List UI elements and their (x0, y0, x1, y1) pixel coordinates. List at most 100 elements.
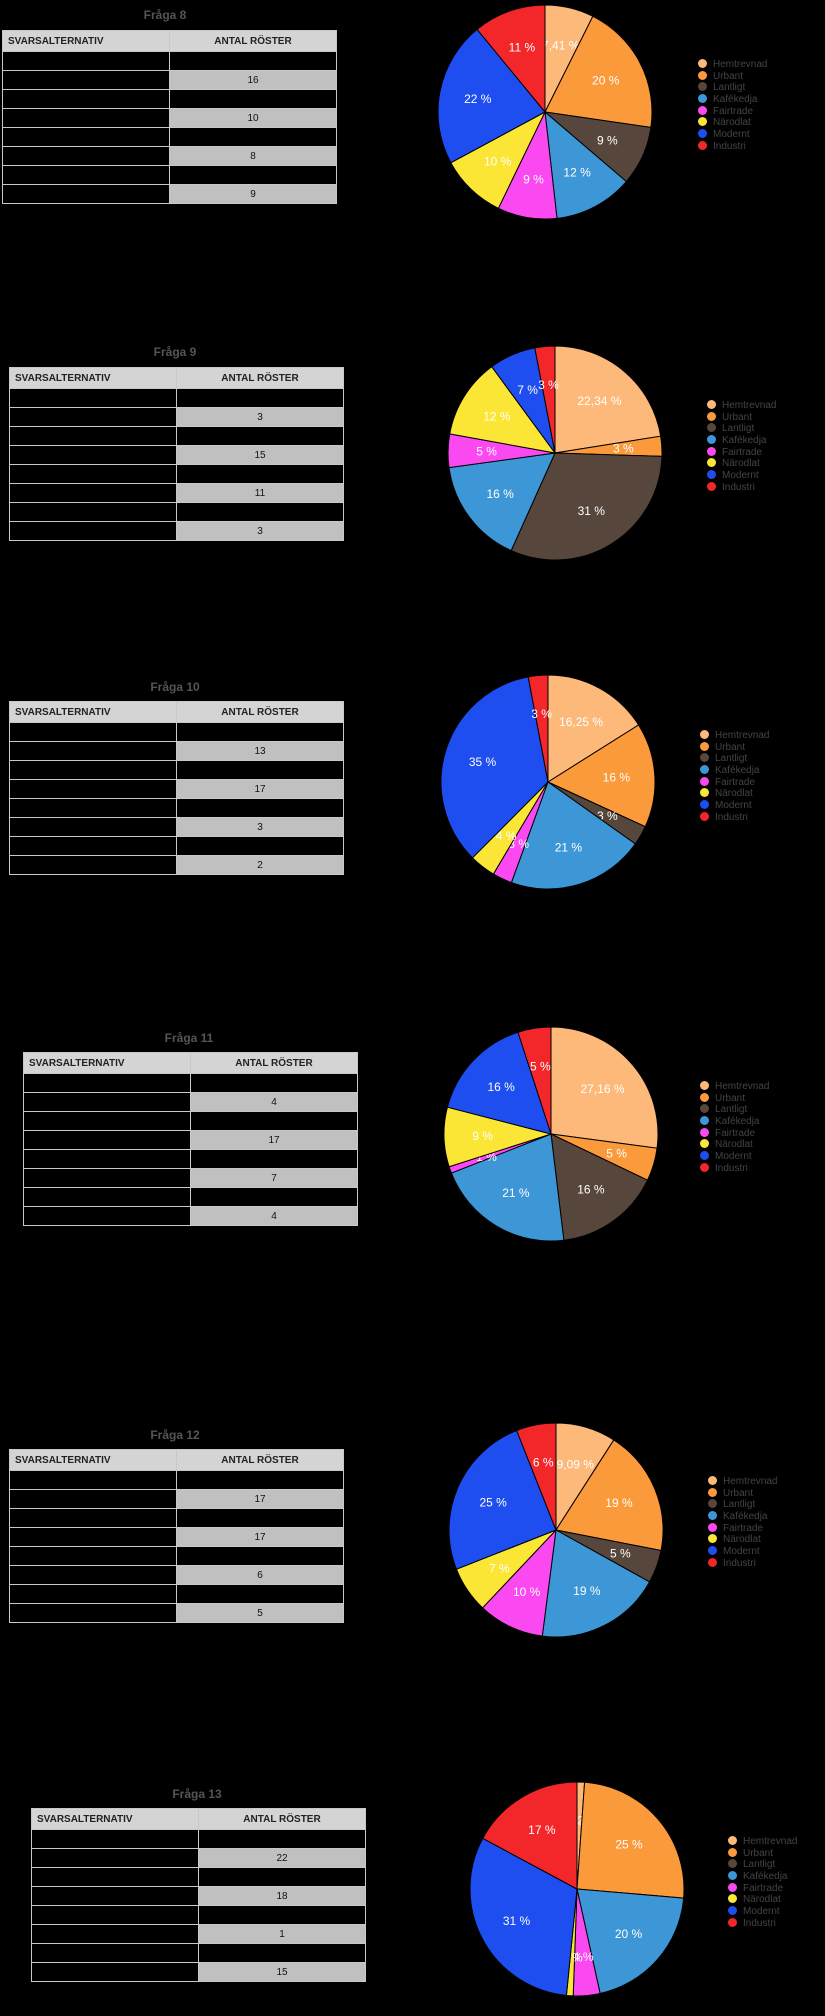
legend-swatch-icon (698, 70, 707, 80)
vote-count-cell: 17 (176, 1527, 344, 1547)
legend-label: Urbant (715, 741, 746, 753)
legend-item: Lantligt (708, 1499, 777, 1511)
vote-count-cell (190, 1149, 358, 1169)
table-row: 17 (9, 1489, 344, 1509)
legend-label: Närodlat (743, 1894, 781, 1906)
table-header-row: SVARSALTERNATIV ANTAL RÖSTER (9, 1449, 344, 1471)
legend-label: Lantligt (722, 423, 755, 435)
legend-item: Industri (698, 140, 767, 153)
vote-count-cell (176, 502, 344, 522)
legend-swatch-icon (708, 1476, 717, 1485)
slice-value-label: 5 % (476, 445, 497, 459)
option-cell (9, 464, 177, 484)
option-cell (9, 760, 177, 780)
vote-count-cell: 18 (198, 1886, 366, 1906)
legend-swatch-icon (708, 1522, 717, 1532)
slice-value-label: 4 % (496, 829, 517, 843)
vote-count-cell (198, 1867, 366, 1887)
option-cell (23, 1206, 191, 1226)
legend-label: Hemtrevnad (715, 730, 770, 741)
question-title: Fråga 11 (164, 1031, 214, 1045)
vote-count-cell: 3 (176, 817, 344, 837)
option-cell (9, 722, 177, 742)
legend-label: Närodlat (723, 1534, 761, 1546)
legend-item: Urbant (707, 411, 776, 424)
table-row: 3 (9, 407, 344, 427)
pie-slice-kafékedja (450, 1133, 565, 1242)
legend-item: Närodlat (707, 458, 776, 470)
legend-swatch-icon (707, 470, 716, 480)
vote-count-cell (198, 1943, 366, 1963)
pie-slice-lantligt (550, 1133, 649, 1241)
table-header-row: SVARSALTERNATIV ANTAL RÖSTER (23, 1052, 358, 1074)
legend-swatch-icon (708, 1534, 717, 1544)
option-cell (9, 741, 177, 761)
vote-count-cell (176, 464, 344, 484)
legend-swatch-icon (700, 730, 709, 739)
table-row (2, 165, 337, 185)
table-row: 17 (9, 1527, 344, 1547)
legend-swatch-icon (728, 1859, 737, 1869)
legend-swatch-icon (700, 1162, 709, 1172)
legend-swatch-icon (698, 105, 707, 115)
column-header-option: SVARSALTERNATIV (9, 1449, 177, 1471)
legend-item: Urbant (700, 1092, 769, 1105)
table-header-row: SVARSALTERNATIV ANTAL RÖSTER (9, 701, 344, 723)
option-cell (23, 1149, 191, 1169)
legend-label: Fairtrade (715, 776, 756, 788)
pie-slice-urbant (576, 1781, 685, 1899)
table-row (9, 760, 344, 780)
votes-table: SVARSALTERNATIV ANTAL RÖSTER 13 17 3 2 (9, 701, 344, 875)
legend-swatch-icon (700, 753, 709, 763)
pie-slice-kafékedja (541, 1529, 651, 1638)
vote-count-cell (176, 798, 344, 818)
legend-item: Industri (700, 1162, 769, 1175)
table-row (31, 1943, 366, 1963)
table-row (23, 1149, 358, 1169)
option-cell (9, 407, 177, 427)
pie-slice-industri (482, 1781, 578, 1890)
legend-swatch-icon (700, 1092, 709, 1102)
option-cell (2, 146, 170, 166)
legend-label: Hemtrevnad (723, 1476, 778, 1487)
legend-label: Lantligt (715, 1104, 748, 1116)
legend-item: Hemtrevnad (707, 400, 776, 412)
pie-chart: 27,16 %5 %16 %21 %1 %9 %16 %5 % (443, 1026, 659, 1242)
table-row: 15 (31, 1962, 366, 1982)
vote-count-cell: 7 (190, 1168, 358, 1188)
option-cell (2, 70, 170, 90)
legend-item: Industri (707, 481, 776, 494)
table-row (9, 798, 344, 818)
slice-value-label: 35 % (469, 755, 497, 769)
legend-label: Kafékedja (722, 435, 767, 447)
slice-value-label: 25 % (615, 1837, 643, 1851)
votes-table: SVARSALTERNATIV ANTAL RÖSTER 4 17 7 4 (23, 1052, 358, 1226)
legend-swatch-icon (728, 1871, 737, 1881)
table-row (9, 836, 344, 856)
legend-label: Närodlat (713, 117, 751, 129)
vote-count-cell (176, 1546, 344, 1566)
table-row: 6 (9, 1565, 344, 1585)
table-row: 10 (2, 108, 337, 128)
option-cell (9, 1603, 177, 1623)
legend-swatch-icon (700, 1127, 709, 1137)
vote-count-cell: 13 (176, 741, 344, 761)
vote-count-cell (176, 1584, 344, 1604)
vote-count-cell (176, 836, 344, 856)
option-cell (9, 388, 177, 408)
vote-count-cell: 4 (190, 1092, 358, 1112)
vote-count-cell (190, 1111, 358, 1131)
vote-count-cell: 6 (176, 1565, 344, 1585)
legend-item: Modernt (700, 800, 769, 812)
legend-label: Modernt (722, 470, 759, 482)
slice-value-label: 11 % (509, 41, 536, 55)
vote-count-cell (190, 1073, 358, 1093)
slice-value-label: 9,09 % (557, 1457, 595, 1471)
legend-swatch-icon (700, 1139, 709, 1149)
table-row: 13 (9, 741, 344, 761)
pie-slice-hemtrevnad (547, 674, 640, 783)
slice-value-label: 19 % (573, 1584, 601, 1598)
legend-label: Kafékedja (715, 765, 760, 777)
legend-label: Hemtrevnad (713, 59, 768, 70)
option-cell (2, 165, 170, 185)
